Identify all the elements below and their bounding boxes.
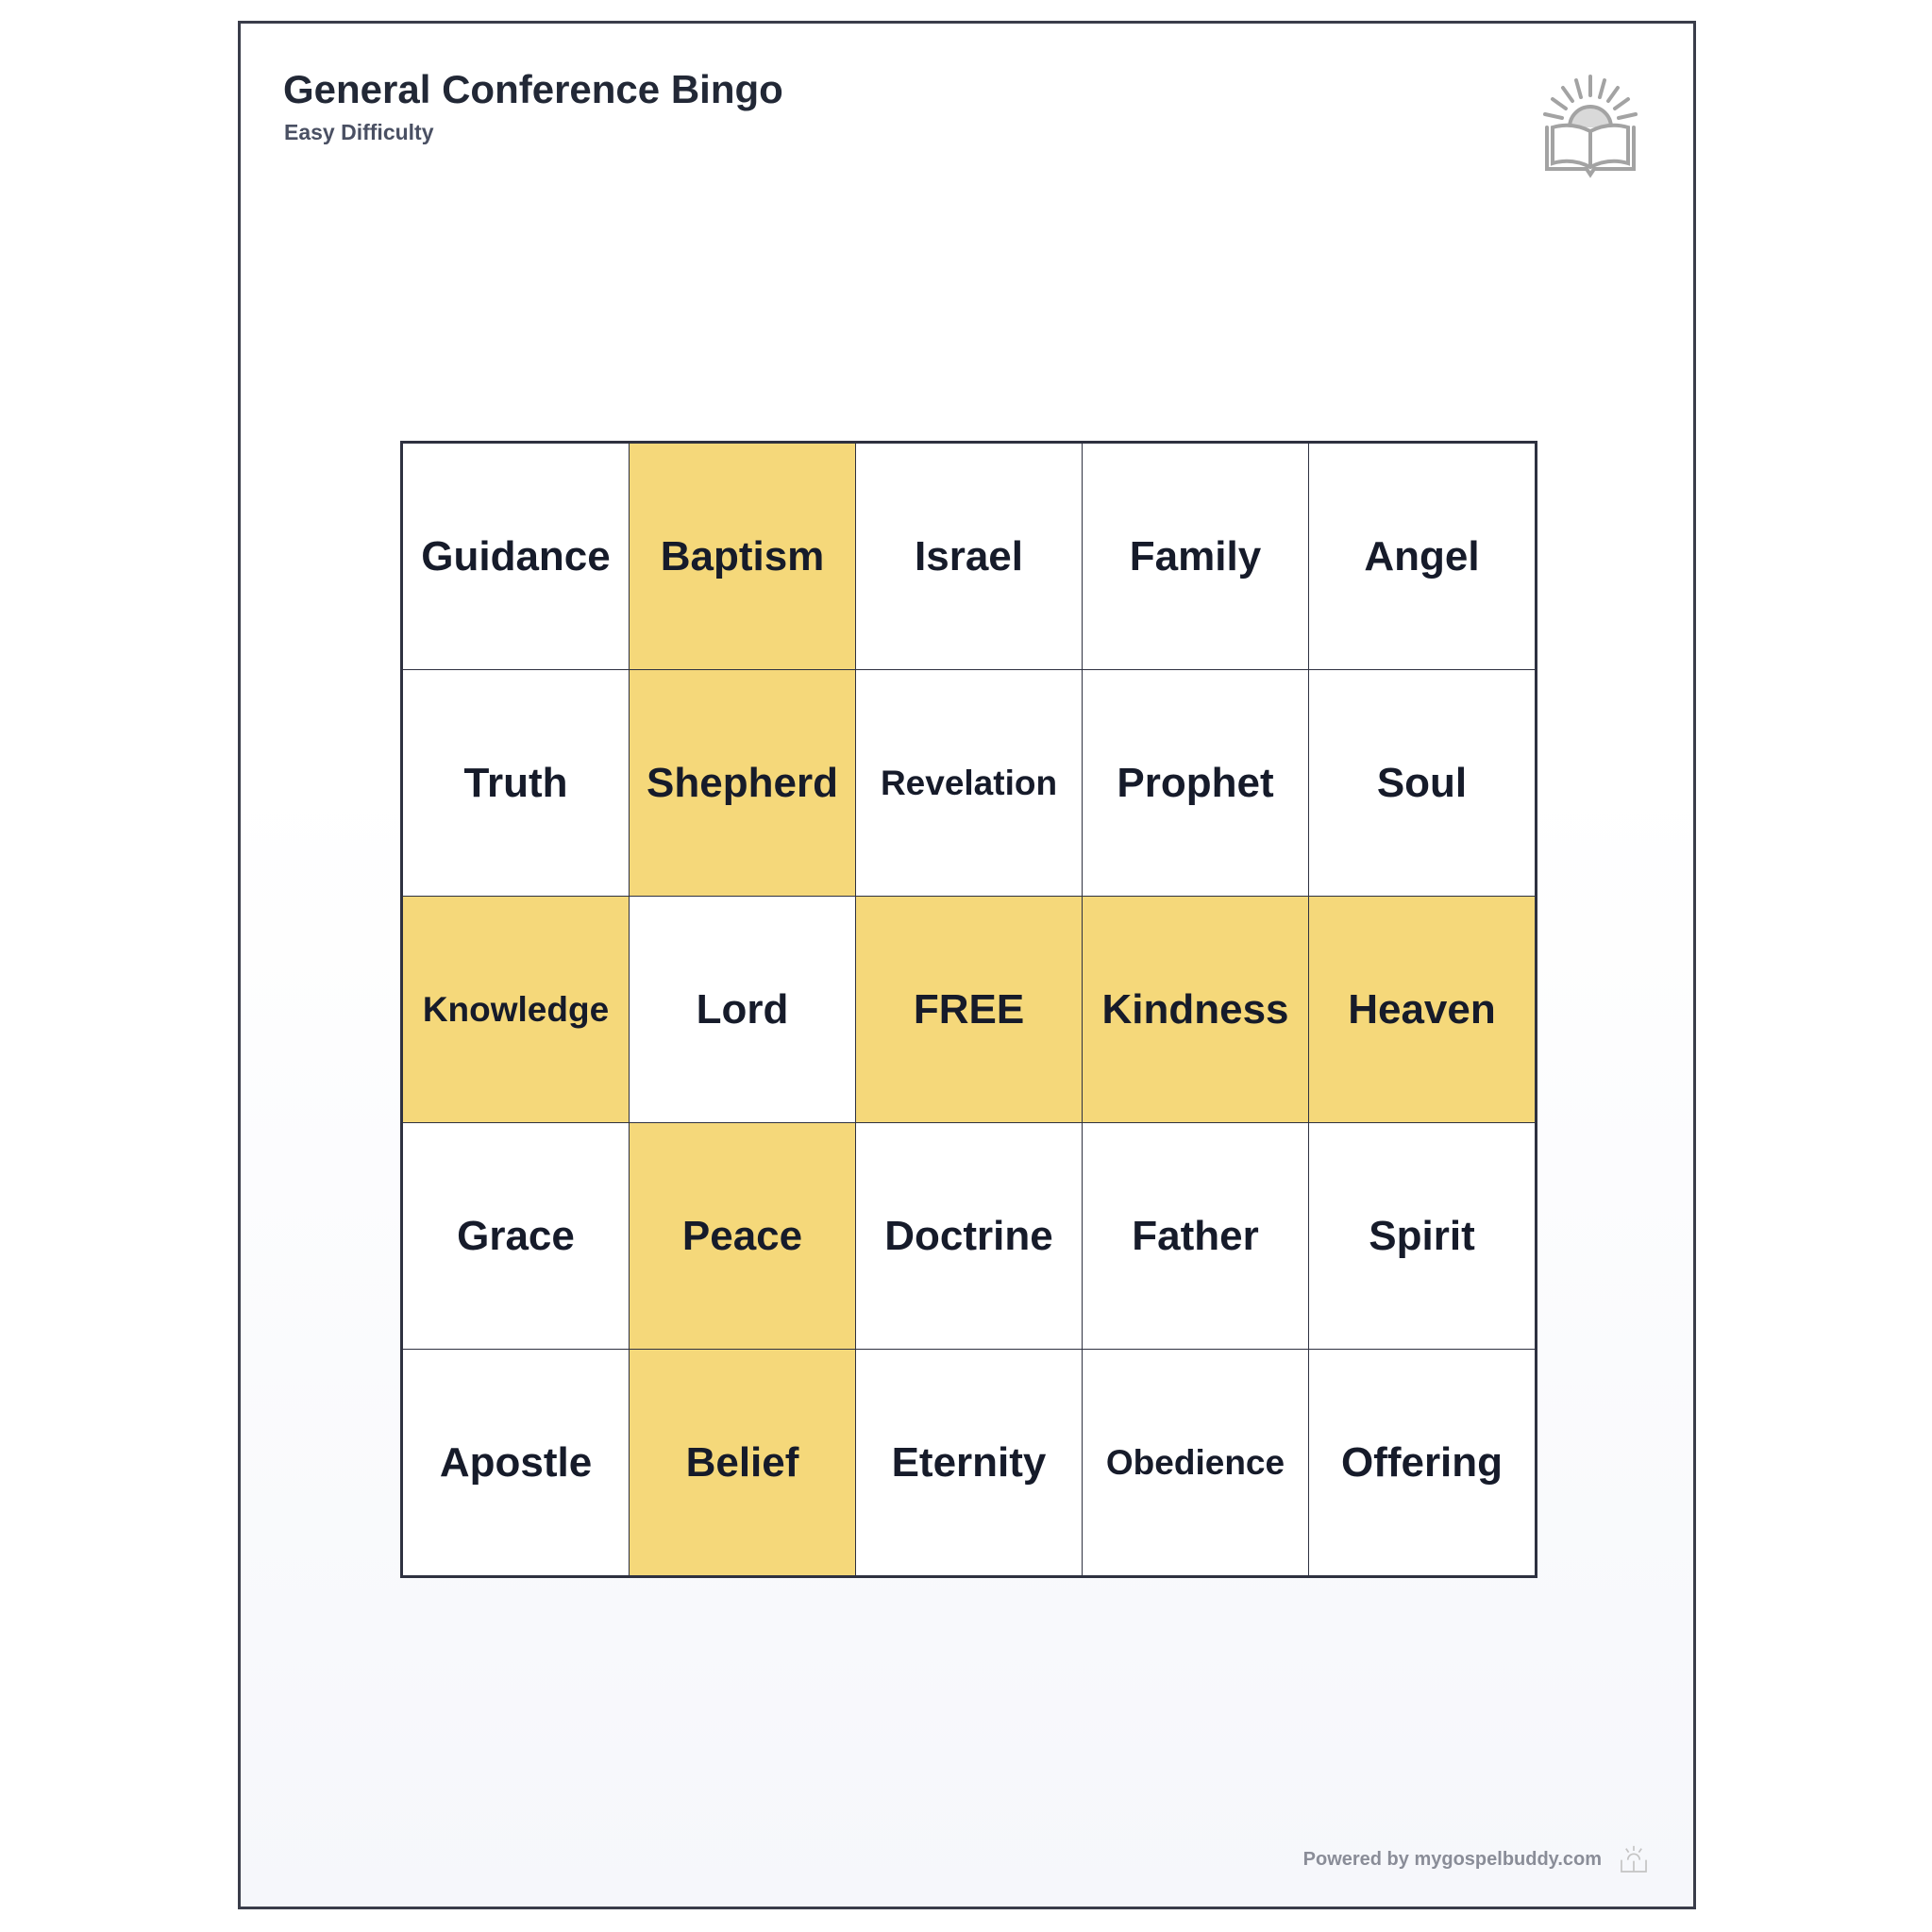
bingo-cell[interactable]: Family [1083,444,1308,669]
bingo-cell[interactable]: Obedience [1083,1350,1308,1575]
bingo-cell[interactable]: Kindness [1083,897,1308,1122]
bingo-cell[interactable]: Truth [403,670,629,896]
footer-credit: Powered by mygospelbuddy.com [1302,1849,1602,1870]
bingo-cell[interactable]: Eternity [856,1350,1082,1575]
footer-logo [1621,1845,1647,1873]
bingo-cell[interactable]: Soul [1309,670,1535,896]
bingo-cell[interactable]: Apostle [403,1350,629,1575]
subtitle: Easy Difficulty [284,120,434,144]
bingo-cell[interactable]: Revelation [856,670,1082,896]
bingo-cell[interactable]: Peace [630,1123,855,1349]
bingo-cell[interactable]: Offering [1309,1350,1535,1575]
bingo-cell[interactable]: Baptism [630,444,855,669]
bingo-cell[interactable]: Grace [403,1123,629,1349]
bingo-cell[interactable]: Prophet [1083,670,1308,896]
logo [1543,75,1638,178]
bingo-cell[interactable]: Belief [630,1350,855,1575]
bingo-cell[interactable]: FREE [856,897,1082,1122]
bingo-cell[interactable]: Lord [630,897,855,1122]
bingo-cell[interactable]: Heaven [1309,897,1535,1122]
bingo-cell[interactable]: Spirit [1309,1123,1535,1349]
bingo-cell[interactable]: Guidance [403,444,629,669]
bingo-cell[interactable]: Angel [1309,444,1535,669]
bingo-grid: Guidance Baptism Israel Family Angel Truth She… [400,441,1537,1578]
bingo-card: General Conference Bingo Easy Difficulty… [238,21,1696,1909]
bingo-cell[interactable]: Father [1083,1123,1308,1349]
bingo-cell[interactable]: Doctrine [856,1123,1082,1349]
bingo-cell[interactable]: Israel [856,444,1082,669]
title: General Conference Bingo [283,67,783,111]
bingo-cell[interactable]: Knowledge [403,897,629,1122]
bingo-cell[interactable]: Shepherd [630,670,855,896]
